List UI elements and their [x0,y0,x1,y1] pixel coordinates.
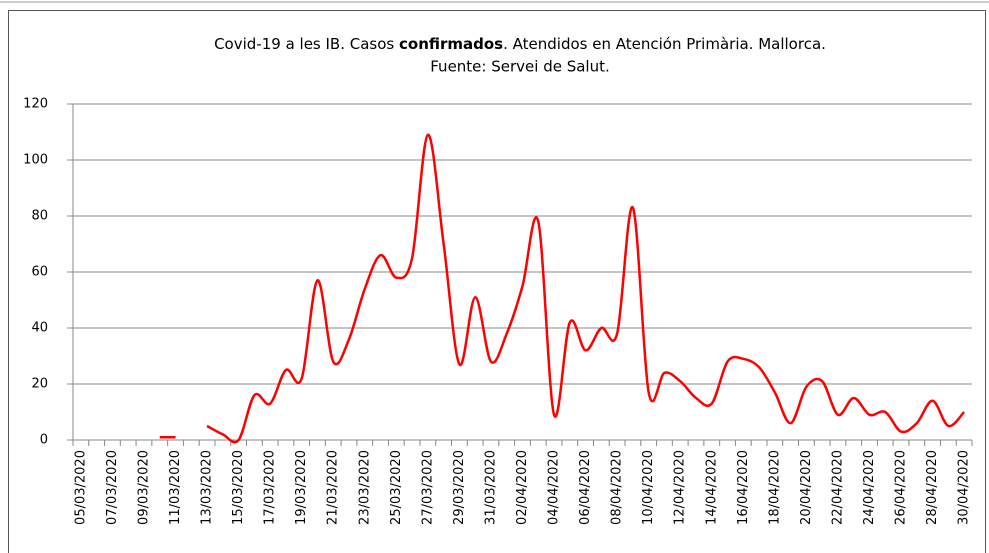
x-tick-label: 28/04/2020 [925,450,940,525]
x-tick-label: 19/03/2020 [294,450,309,525]
x-tick-label: 14/04/2020 [704,450,719,525]
x-tick-label: 16/04/2020 [736,450,751,525]
x-tick-label: 30/04/2020 [957,450,972,525]
x-tick-label: 23/03/2020 [357,450,372,525]
line-series [159,133,966,444]
x-tick-label: 26/04/2020 [894,450,909,525]
y-tick-label: 20 [31,377,48,392]
x-tick-label: 13/03/2020 [200,450,215,525]
x-tick-label: 02/04/2020 [515,450,530,525]
x-tick-label: 18/04/2020 [767,450,782,525]
x-tick-label: 11/03/2020 [168,450,183,525]
x-tick-label: 27/03/2020 [420,450,435,525]
chart-subtitle: Fuente: Servei de Salut. [430,58,610,76]
y-tick-label: 100 [23,153,48,168]
x-tick-label: 24/04/2020 [862,450,877,525]
y-tick-label: 60 [31,265,48,280]
x-tick-label: 17/03/2020 [263,450,278,525]
title-part: . Atendidos en Atención Primària. Mallor… [503,35,826,53]
x-tick-label: 09/03/2020 [136,450,151,525]
x-tick-label: 15/03/2020 [231,450,246,525]
y-tick-label: 0 [40,433,48,448]
y-tick-label: 40 [31,321,48,336]
chart-border [8,10,986,553]
x-tick-label: 21/03/2020 [326,450,341,525]
x-tick-label: 10/04/2020 [641,450,656,525]
title-part: confirmados [399,35,503,53]
x-tick-label: 29/03/2020 [452,450,467,525]
x-tick-label: 07/03/2020 [105,450,120,525]
x-tick-label: 22/04/2020 [830,450,845,525]
x-tick-label: 05/03/2020 [73,450,88,525]
x-tick-label: 08/04/2020 [610,450,625,525]
x-tick-label: 25/03/2020 [389,450,404,525]
x-tick-label: 12/04/2020 [673,450,688,525]
y-tick-label: 80 [31,209,48,224]
x-tick-label: 04/04/2020 [547,450,562,525]
chart-title: Covid-19 a les IB. Casos confirmados. At… [214,35,826,53]
title-part: Covid-19 a les IB. Casos [214,35,399,53]
y-tick-label: 120 [23,97,48,112]
x-tick-label: 20/04/2020 [799,450,814,525]
x-tick-label: 06/04/2020 [578,450,593,525]
x-tick-label: 31/03/2020 [483,450,498,525]
